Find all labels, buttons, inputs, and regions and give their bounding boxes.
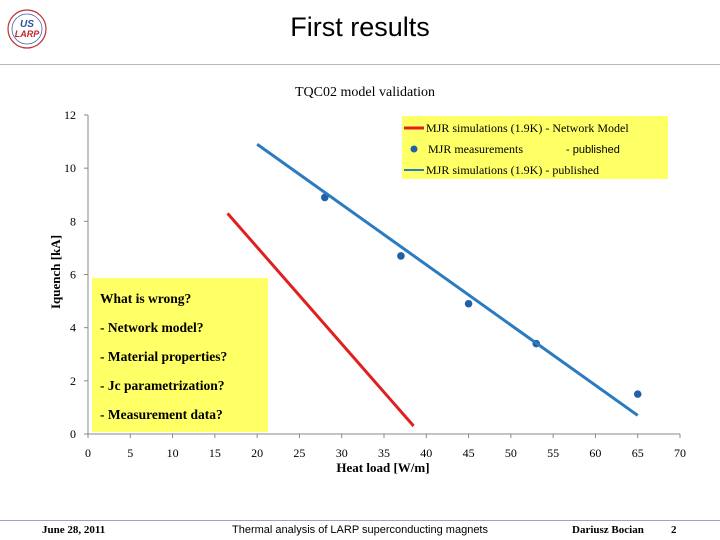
chart-title: TQC02 model validation	[295, 85, 435, 100]
tqc02-chart: TQC02 model validation 0 2 4 6 8 10 12 0 5 10 15 20…	[48, 85, 686, 475]
x-axis-label: Heat load [W/m]	[336, 460, 429, 475]
chart-axes: 0 2 4 6 8 10 12 0 5 10 15 20 25 30 35 40 45 50 55 60 65 70	[64, 108, 686, 460]
y-axis-label: Iquench [kA]	[48, 235, 63, 309]
callout-line: What is wrong?	[100, 291, 191, 306]
x-tick-label: 50	[505, 446, 517, 460]
slide-title: First results	[290, 12, 430, 42]
page-number: 2	[671, 524, 677, 536]
legend-box	[402, 116, 668, 179]
y-tick-label: 8	[70, 214, 76, 228]
x-tick-label: 70	[674, 446, 686, 460]
x-tick-label: 40	[420, 446, 432, 460]
x-tick-label: 25	[293, 446, 305, 460]
x-tick-label: 60	[589, 446, 601, 460]
x-tick-label: 0	[85, 446, 91, 460]
footer-title: Thermal analysis of LARP superconducting…	[232, 524, 488, 536]
x-tick-label: 10	[167, 446, 179, 460]
footer-divider	[0, 520, 720, 521]
y-tick-label: 10	[64, 161, 76, 175]
annotation-callout: What is wrong? - Network model? - Material…	[92, 278, 268, 432]
callout-line: - Material properties?	[100, 349, 227, 364]
series-line-0	[226, 212, 415, 428]
x-tick-label: 35	[378, 446, 390, 460]
callout-line: - Measurement data?	[100, 407, 223, 422]
callout-box	[92, 278, 268, 432]
measurement-point	[397, 252, 405, 260]
title-divider	[0, 64, 720, 65]
measurement-point	[464, 299, 473, 308]
footer-author: Dariusz Bocian	[572, 524, 644, 536]
series-line-2	[256, 143, 639, 417]
measurement-point	[633, 390, 642, 398]
y-tick-label: 2	[70, 374, 76, 388]
callout-line: - Jc parametrization?	[100, 378, 224, 393]
legend-label: MJR simulations (1.9K) - Network Model	[426, 121, 629, 135]
svg-text:LARP: LARP	[15, 29, 40, 39]
legend-swatch	[410, 145, 418, 153]
x-tick-label: 45	[463, 446, 475, 460]
us-larp-logo: US LARP	[7, 9, 47, 49]
x-tick-label: 65	[632, 446, 644, 460]
footer-date: June 28, 2011	[42, 524, 106, 536]
chart-legend: MJR simulations (1.9K) - Network Model MJ…	[402, 116, 668, 179]
y-tick-label: 0	[70, 427, 76, 441]
legend-label: MJR simulations (1.9K) - published	[426, 163, 599, 177]
legend-label: MJR measurements	[428, 142, 523, 156]
chart-series	[226, 143, 642, 428]
x-tick-label: 5	[127, 446, 133, 460]
x-tick-label: 20	[251, 446, 263, 460]
callout-line: - Network model?	[100, 320, 203, 335]
y-tick-label: 6	[70, 268, 76, 282]
svg-text:US: US	[20, 19, 34, 30]
x-tick-label: 30	[336, 446, 348, 460]
legend-label-suffix: - published	[566, 144, 620, 156]
x-tick-label: 15	[209, 446, 221, 460]
y-tick-label: 4	[70, 321, 76, 335]
y-tick-label: 12	[64, 108, 76, 122]
x-tick-label: 55	[547, 446, 559, 460]
